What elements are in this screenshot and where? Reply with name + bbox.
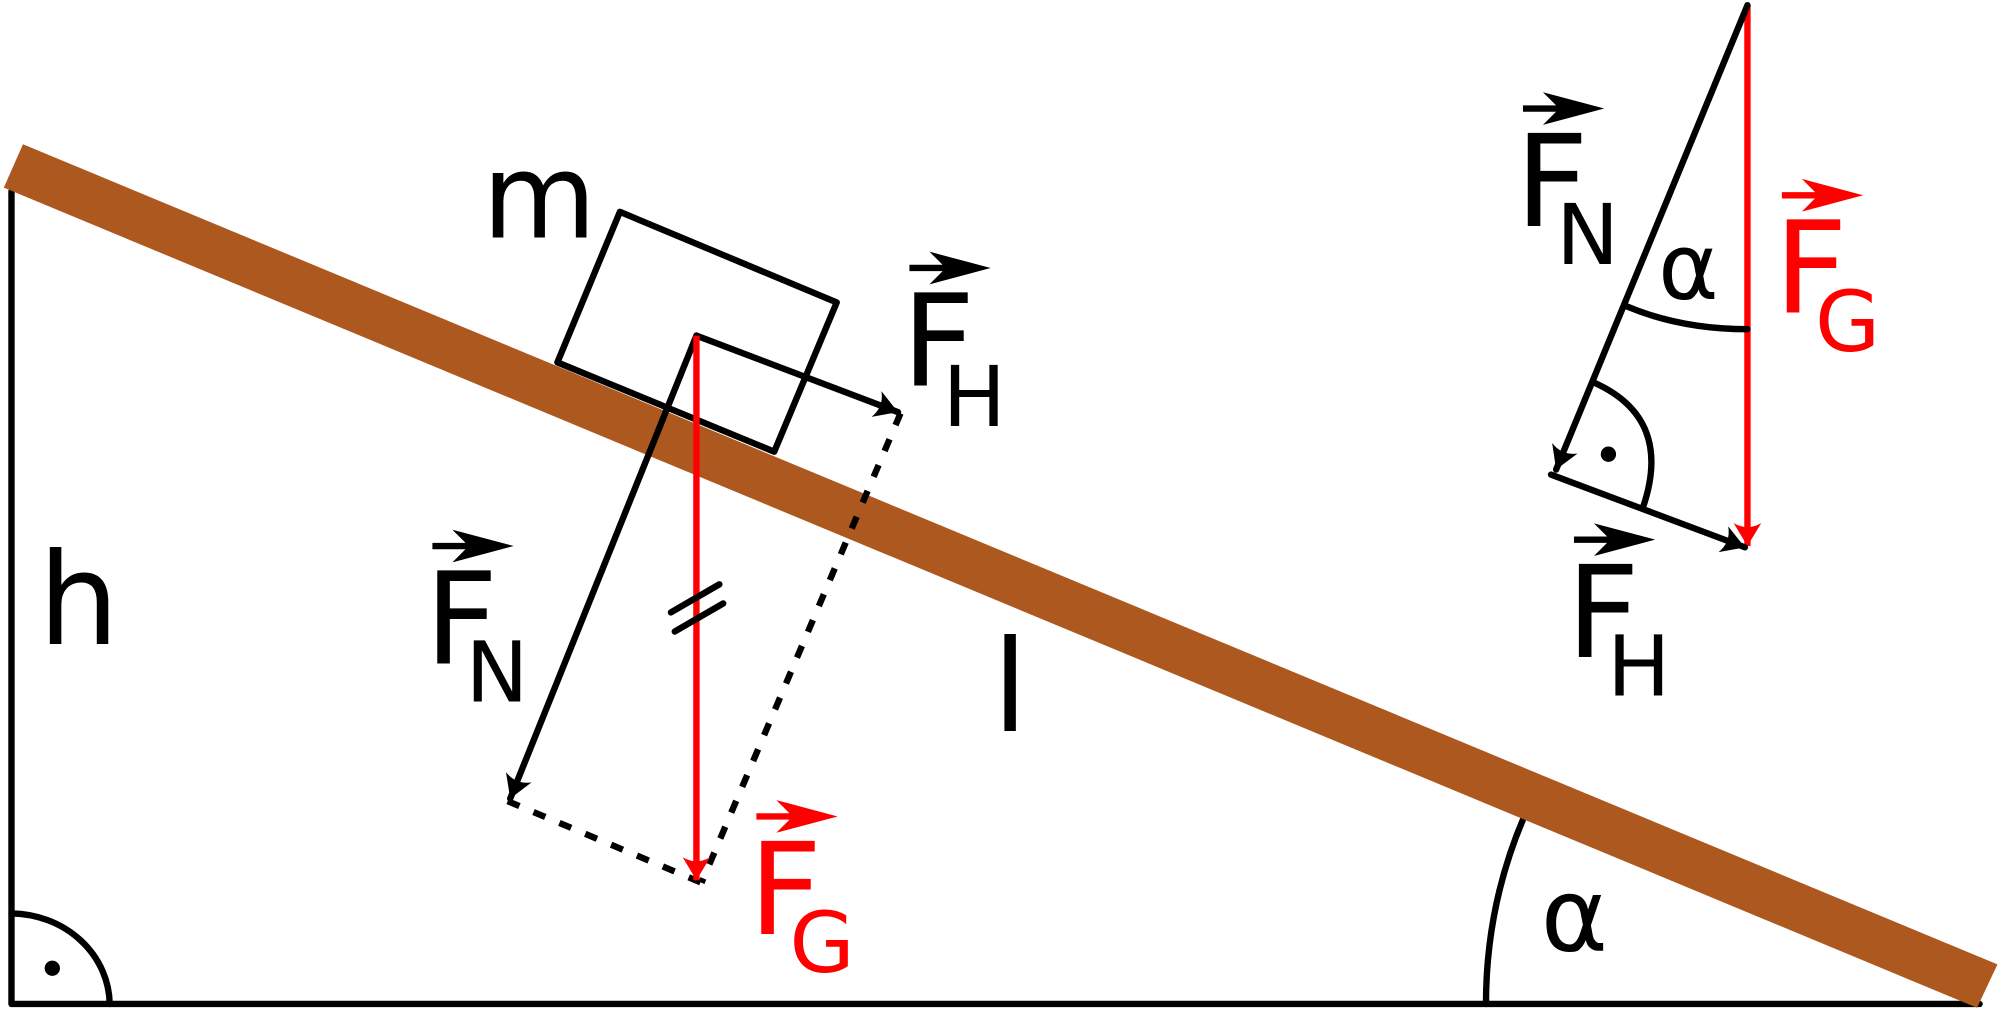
vector-arrow xyxy=(1573,523,1656,557)
block xyxy=(554,208,840,455)
normal-force-arrow xyxy=(1552,2,1751,473)
angle-arc xyxy=(1482,813,1528,1008)
angle-arc xyxy=(1623,303,1751,333)
angle-label: α xyxy=(1541,856,1608,975)
force-label: F G xyxy=(1774,178,1880,371)
height-label: h xyxy=(38,527,119,675)
parallelogram-lines xyxy=(506,412,904,886)
force-label: F N xyxy=(1515,92,1619,284)
angle-label: α xyxy=(1658,214,1719,321)
force-symbol: F xyxy=(425,546,498,694)
vector-arrow xyxy=(1522,92,1605,125)
downhill-force-arrow xyxy=(693,332,902,417)
force-subscript: N xyxy=(466,624,529,722)
right-angle-dot xyxy=(1600,446,1617,462)
mass-label: m xyxy=(482,128,596,265)
force-label: F H xyxy=(1566,523,1670,715)
right-angle-arc xyxy=(8,910,113,1008)
force-label: F H xyxy=(902,251,1006,446)
force-subscript: H xyxy=(1607,617,1670,715)
force-subscript: G xyxy=(790,894,855,992)
downhill-force-arrow xyxy=(1547,471,1749,553)
right-angle-arc xyxy=(1591,379,1655,511)
vector-arrow xyxy=(1781,178,1864,212)
force-subscript: H xyxy=(943,348,1006,446)
normal-force-arrow xyxy=(505,332,700,802)
force-symbol: F xyxy=(749,817,822,965)
triangle-sides xyxy=(8,188,1983,1008)
parallel-mark xyxy=(667,581,727,635)
vector-arrow xyxy=(909,251,991,285)
right-angle-dot xyxy=(44,960,60,976)
force-label: F N xyxy=(425,529,529,722)
force-symbol: F xyxy=(1566,540,1639,688)
length-label: l xyxy=(992,614,1027,762)
force-subscript: N xyxy=(1556,186,1619,284)
vector-arrow xyxy=(756,800,838,833)
incline-plane xyxy=(3,144,1998,1008)
force-label: F G xyxy=(749,800,855,992)
force-symbol: F xyxy=(1774,196,1847,344)
force-subscript: G xyxy=(1815,273,1880,371)
force-symbol: F xyxy=(1515,109,1588,257)
force-symbol: F xyxy=(902,268,975,416)
vector-arrow xyxy=(432,529,514,563)
